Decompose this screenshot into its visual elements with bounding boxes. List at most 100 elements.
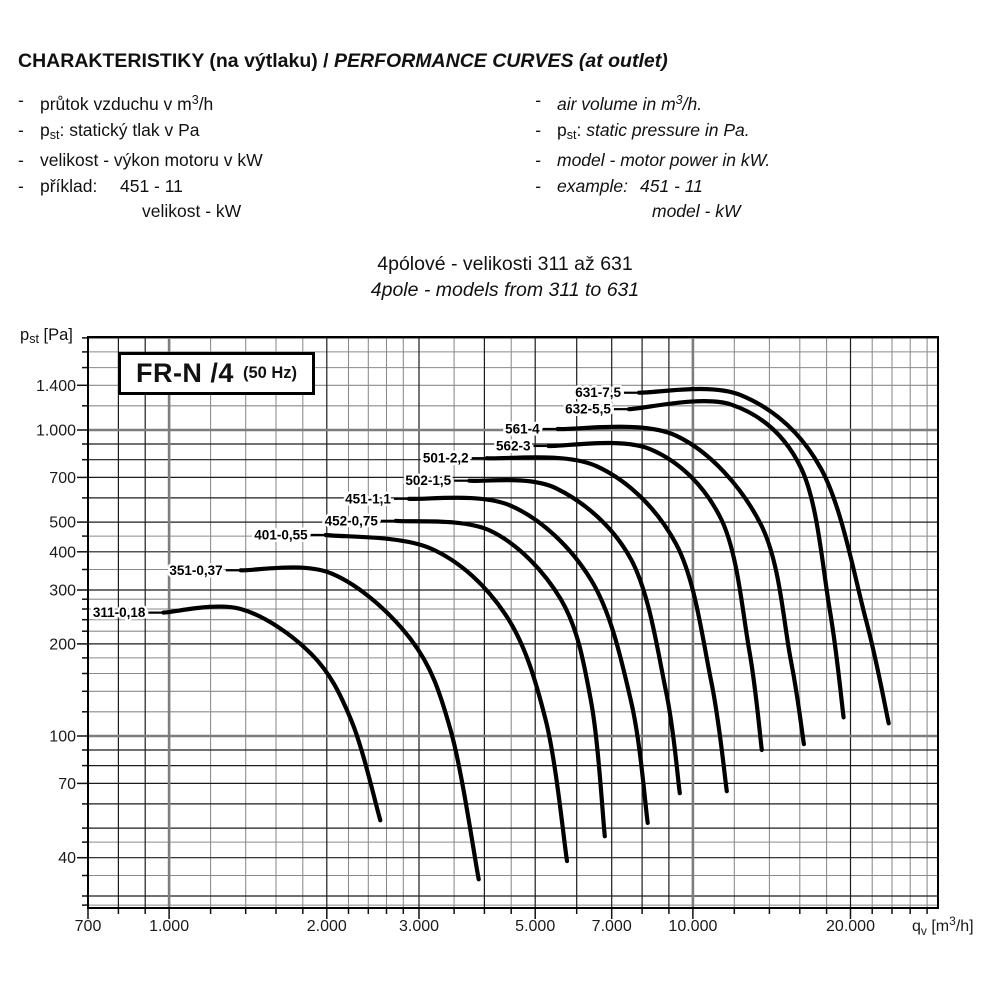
text-segment: velikost - výkon motoru v kW [40,150,263,170]
curve-501-2,2 [484,455,729,794]
y-tick-label-500: 500 [49,515,76,532]
legend-item-text: air volume in m3/h. [557,88,702,118]
page-title: CHARAKTERISTIKY (na výtlaku) / PERFORMAN… [18,50,668,73]
curve-561-4 [555,424,806,747]
bullet-dash: - [18,90,24,110]
text-segment: : statický tlak v Pa [59,119,200,140]
subtitle-english: 4pole - models from 311 to 631 [370,279,640,301]
curve-502-1,5 [467,477,682,796]
curve-311-0,18 [161,604,383,823]
legend-english: - air volume in m3/h. - pst: static pressur… [535,88,770,225]
legend-en-item-3: - model - motor power in kW. [535,148,770,174]
plot-border [87,336,939,909]
curve-562-3 [546,440,764,753]
curve-632-5,5 [626,399,846,720]
text-segment: /h. [682,94,703,114]
text-segment: 451 - 11 [120,175,183,196]
curve-labels: 311-0,18 351-0,37 401-0,55 452-0,75 451-1,1 5… [90,383,638,623]
x-tick-label-700: 700 [75,918,102,935]
legend-cz-item-1: - průtok vzduchu v m3/h [18,88,263,118]
axis-labels: 40 70 100 200 300 400 500 700 1.000 1.400 700 1.000… [36,378,974,938]
legend-cz-item-3: - velikost - výkon motoru v kW [18,148,263,174]
y-tick-label-40: 40 [58,850,76,867]
x-axis-title: qv [m3/h] [912,914,974,938]
text-segment: 451 - 11 [640,175,703,196]
subtitle-czech: 4pólové - velikosti 311 až 631 [377,253,633,275]
text-segment: [Pa] [38,326,73,344]
legend-item-text: průtok vzduchu v m3/h [40,88,213,118]
text-segment: p [40,119,50,140]
bullet-dash: - [18,150,24,170]
legend-en-item-4: - example: 451 - 11 [535,174,770,200]
x-tick-label-3000: 3.000 [399,918,439,935]
curve-label-561-4: 561-4 [505,422,540,437]
curve-label-401-0,55: 401-0,55 [254,528,308,543]
title-czech: CHARAKTERISTIKY (na výtlaku) / [18,50,335,72]
curve-label-631-7,5: 631-7,5 [575,385,621,400]
text-segment: model - kW [652,201,741,221]
grid [87,337,938,908]
legend-item-text: example: 451 - 11 [557,174,703,200]
chart-series-name: FR-N /4 [135,358,234,388]
y-tick-label-200: 200 [49,636,76,653]
legend-cz-item-2: - pst: statický tlak v Pa [18,118,263,149]
curve-452-0,75 [393,518,607,839]
x-tick-label-1000: 1.000 [149,918,189,935]
curve-451-1,1 [406,495,650,825]
chart-subtitle: 4pólové - velikosti 311 až 631 4pole - m… [0,251,1000,303]
bullet-dash: - [535,119,541,140]
legend-item-text: příklad: 451 - 11 [40,174,183,200]
curve-label-451-1,1: 451-1,1 [345,491,391,506]
legend-item-text: pst: static pressure in Pa. [557,118,750,149]
curve-label-351-0,37: 351-0,37 [169,563,222,578]
legend-cz-item-5: velikost - kW [18,199,263,225]
y-tick-label-300: 300 [49,583,76,600]
legend-en-item-1: - air volume in m3/h. [535,88,770,118]
legend-item-text: pst: statický tlak v Pa [40,118,200,149]
legend-cz-item-4: - příklad: 451 - 11 [18,174,263,200]
legend-item-text: model - kW [557,199,740,225]
text-segment: st [49,127,60,142]
chart-title-box: FR-N /4 (50 Hz) [118,352,315,395]
legend-item-text: velikost - kW [40,199,241,225]
curve-label-632-5,5: 632-5,5 [565,402,611,417]
text-segment: example: [557,175,629,196]
y-tick-label-400: 400 [49,544,76,561]
x-tick-label-20000: 20.000 [826,918,875,935]
text-segment: 3 [191,93,199,107]
x-tick-label-10000: 10.000 [668,918,717,935]
curve-label-452-0,75: 452-0,75 [325,513,379,528]
legend-czech: - průtok vzduchu v m3/h - pst: statický tla… [18,88,263,225]
title-english: PERFORMANCE CURVES (at outlet) [334,50,668,72]
text-segment: : [576,119,587,140]
text-segment: příklad: [40,175,98,196]
bullet-dash: - [535,175,541,196]
curve-label-562-3: 562-3 [496,439,531,454]
bullet-dash: - [18,175,24,196]
bullet-dash: - [535,150,541,170]
legend-item-text: velikost - výkon motoru v kW [40,148,263,174]
text-segment: p [557,119,567,140]
text-segment: /h [198,94,214,114]
y-tick-label-100: 100 [49,729,76,746]
text-segment: p [20,326,30,344]
text-segment: static pressure in Pa. [586,119,750,140]
curve-631-7,5 [636,386,891,726]
text-segment: velikost - kW [142,201,242,221]
text-segment: 3 [675,93,683,107]
legend-en-item-5: model - kW [535,199,770,225]
y-tick-label-70: 70 [58,776,76,793]
x-tick-label-5000: 5.000 [515,918,555,935]
legend-item-text: model - motor power in kW. [557,148,770,174]
curve-351-0,37 [238,565,481,882]
curve-label-311-0,18: 311-0,18 [93,605,146,620]
text-segment: st [29,332,39,346]
text-segment: st [566,127,577,142]
curves [161,386,891,882]
text-segment: průtok vzduchu v m [40,94,192,114]
y-tick-label-1400: 1.400 [36,378,76,395]
y-axis-title: pst [Pa] [20,326,73,346]
y-tick-label-700: 700 [49,470,76,487]
bullet-dash: - [18,119,24,140]
